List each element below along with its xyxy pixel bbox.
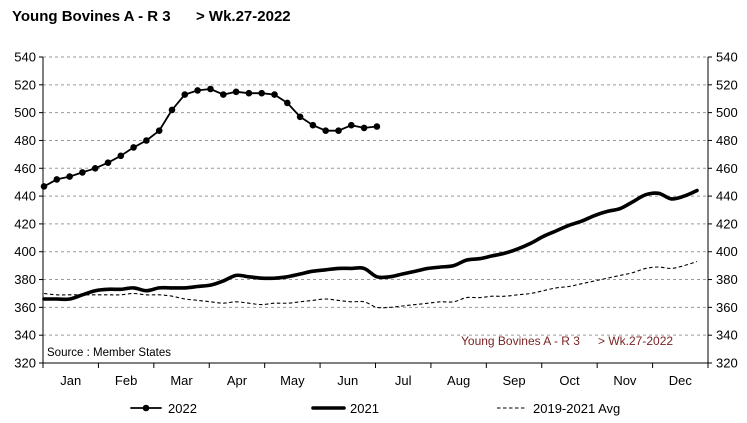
y-tick-label-right-500: 500 [716, 105, 738, 120]
y-tick-label-right-520: 520 [716, 77, 738, 92]
x-tick-label-sep: Sep [502, 373, 525, 388]
y-tick-label-left-440: 440 [14, 189, 36, 204]
y-tick-label-right-440: 440 [716, 189, 738, 204]
inner-annotation-week: > Wk.27-2022 [598, 334, 673, 348]
data-point-2022-24 [335, 127, 342, 134]
data-point-2022-9 [143, 137, 150, 144]
y-tick-label-left-340: 340 [14, 328, 36, 343]
axis-ticks [39, 56, 712, 368]
x-tick-label-may: May [280, 373, 305, 388]
y-tick-label-right-400: 400 [716, 244, 738, 259]
data-point-2022-25 [348, 121, 355, 129]
data-point-2022-7 [117, 152, 125, 160]
series-line-2022 [43, 88, 378, 188]
y-tick-label-right-480: 480 [716, 133, 738, 148]
data-point-2022-10 [155, 127, 163, 134]
series-layer [40, 85, 699, 309]
data-point-2022-16 [232, 88, 240, 96]
y-tick-label-right-360: 360 [716, 300, 738, 315]
y-tick-label-left-400: 400 [14, 244, 36, 259]
data-point-2022-22 [309, 121, 317, 129]
data-point-2022-8 [130, 144, 137, 151]
y-tick-label-left-420: 420 [14, 216, 36, 231]
data-point-2022-26 [360, 124, 368, 132]
x-tick-label-nov: Nov [613, 373, 637, 388]
y-tick-label-left-360: 360 [14, 300, 36, 315]
legend-item-2022: 2022 [130, 401, 197, 416]
y-tick-label-left-460: 460 [14, 161, 36, 176]
data-point-2022-14 [207, 85, 214, 93]
series-2019-2021-avg [43, 260, 698, 309]
y-tick-label-right-460: 460 [716, 161, 738, 176]
inner-annotation-title: Young Bovines A - R 3 [461, 334, 580, 348]
y-tick-label-right-380: 380 [716, 272, 738, 287]
data-point-2022-15 [220, 91, 227, 98]
x-tick-label-oct: Oct [559, 373, 580, 388]
y-tick-label-left-480: 480 [14, 133, 36, 148]
data-point-2022-20 [284, 99, 291, 107]
y-tick-label-left-380: 380 [14, 272, 36, 287]
x-tick-label-jun: Jun [337, 373, 358, 388]
y-axis-left-labels: 320 340 360 380 400 420 440 460 480 500 520 540 [14, 50, 36, 371]
data-point-2022-11 [168, 106, 176, 114]
y-tick-label-left-540: 540 [14, 50, 36, 65]
series-line-2019-2021-avg [43, 260, 698, 309]
data-point-2022-3 [66, 173, 73, 180]
y-tick-label-left-320: 320 [14, 356, 36, 371]
y-tick-label-right-340: 340 [716, 328, 738, 343]
legend: 2022 2021 2019-2021 Avg [130, 401, 620, 416]
data-point-2022-13 [194, 87, 201, 94]
legend-marker-2022 [142, 404, 150, 412]
data-point-2022-2 [53, 176, 61, 183]
x-tick-label-apr: Apr [227, 373, 248, 388]
y-tick-label-right-540: 540 [716, 50, 738, 65]
x-axis-month-labels: Jan Feb Mar Apr May Jun Jul Aug Sep Oct Nov Dec [60, 373, 692, 388]
data-point-2022-23 [322, 127, 330, 134]
chart-title: Young Bovines A - R 3 [12, 8, 171, 25]
x-tick-label-mar: Mar [170, 373, 193, 388]
y-tick-label-right-320: 320 [716, 356, 738, 371]
x-tick-label-feb: Feb [115, 373, 137, 388]
y-tick-label-right-420: 420 [716, 216, 738, 231]
legend-item-2021: 2021 [311, 401, 379, 416]
y-tick-label-left-520: 520 [14, 77, 36, 92]
chart-title-week: > Wk.27-2022 [196, 8, 291, 25]
x-tick-label-jul: Jul [395, 373, 412, 388]
data-point-2022-1 [40, 183, 48, 190]
data-point-2022-4 [79, 169, 86, 176]
data-point-2022-27 [373, 123, 381, 130]
legend-label-2022: 2022 [168, 401, 197, 416]
series-2021 [42, 188, 699, 302]
data-point-2022-5 [91, 165, 99, 172]
data-point-2022-6 [104, 159, 112, 166]
series-2022 [40, 85, 381, 190]
x-tick-label-dec: Dec [669, 373, 693, 388]
legend-label-2021: 2021 [350, 401, 379, 416]
legend-item-2019-2021-avg: 2019-2021 Avg [497, 401, 620, 416]
y-axis-right-labels: 320 340 360 380 400 420 440 460 480 500 520 540 [716, 50, 738, 371]
source-note: Source : Member States [47, 347, 171, 359]
data-point-2022-19 [271, 91, 278, 98]
gridlines [43, 56, 708, 336]
data-point-2022-17 [245, 89, 253, 97]
x-tick-label-jan: Jan [60, 373, 81, 388]
legend-label-2019-2021-avg: 2019-2021 Avg [533, 401, 620, 416]
series-line-2021 [42, 188, 699, 302]
data-point-2022-21 [296, 113, 304, 121]
data-point-2022-18 [258, 89, 266, 97]
x-tick-label-aug: Aug [447, 373, 470, 388]
data-point-2022-12 [181, 91, 189, 98]
y-tick-label-left-500: 500 [14, 105, 36, 120]
